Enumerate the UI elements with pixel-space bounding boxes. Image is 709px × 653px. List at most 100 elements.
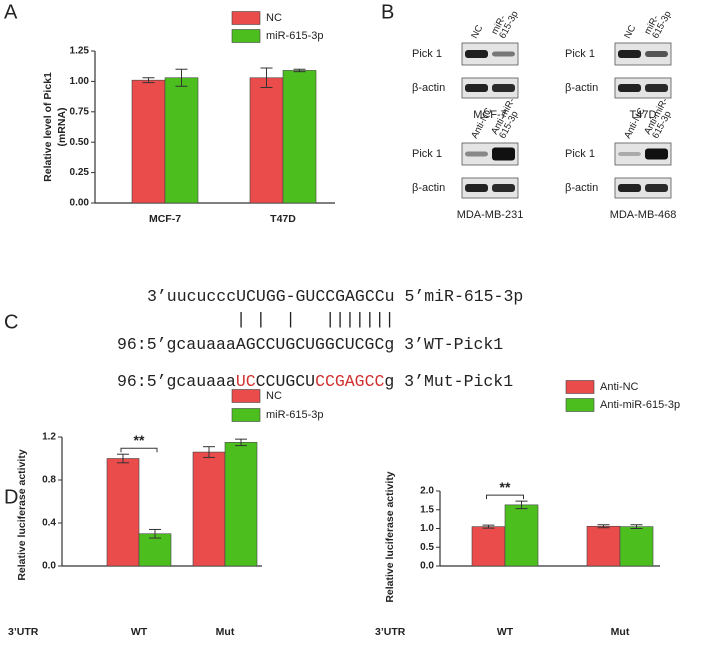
- y-axis-label: Relative luciferase activity: [16, 449, 28, 580]
- y-tick-label: 0.5: [420, 542, 434, 553]
- blot-membrane: [614, 42, 672, 66]
- panel-label: A: [4, 1, 18, 23]
- y-tick-label: 0.00: [70, 198, 90, 209]
- error-bar: [515, 500, 528, 510]
- legend-label: miR-615-3p: [266, 30, 323, 42]
- blot-band: [645, 84, 668, 92]
- blot-membrane: [461, 177, 519, 199]
- significance-bracket: [120, 447, 158, 453]
- blot-band: [618, 152, 641, 156]
- legend-label: miR-615-3p: [266, 409, 323, 421]
- cell-line-label: MDA-MB-468: [610, 209, 677, 221]
- blot-band: [645, 51, 668, 57]
- blot-band: [618, 50, 641, 58]
- lane-label: Anti-NC: [622, 106, 647, 141]
- y-axis-label: (mRNA): [56, 107, 68, 146]
- panel-label: B: [381, 1, 394, 23]
- blot-membrane: [614, 177, 672, 199]
- error-bar: [260, 67, 273, 88]
- cell-line-label: MDA-MB-231: [457, 209, 524, 221]
- x-tick-label: Mut: [216, 626, 235, 638]
- blot-band: [645, 184, 668, 192]
- sequence-text: 96:5’gcauaaaAGCCUGCUGGCUCGCg 3’WT-Pick1: [117, 335, 504, 354]
- bar: [619, 526, 654, 567]
- blot-band: [465, 50, 488, 58]
- bar: [131, 79, 166, 204]
- y-tick-label: 0.50: [70, 137, 90, 148]
- mutated-bases: UC: [235, 372, 256, 391]
- blot-band: [492, 147, 515, 161]
- row-label: β-actin: [565, 182, 598, 194]
- y-axis-label: Relative luciferase activity: [384, 471, 396, 602]
- row-label: Pick 1: [565, 148, 595, 160]
- row-label: β-actin: [412, 82, 445, 94]
- legend-label: Anti-NC: [600, 381, 639, 393]
- y-tick-label: 1.5: [420, 504, 434, 515]
- y-tick-label: 1.00: [70, 76, 90, 87]
- blot-band: [645, 148, 668, 160]
- error-bar: [149, 528, 161, 539]
- legend-swatch: [565, 380, 595, 394]
- sequence-line: 3’uucucccUCUGG-GUCCGAGCCu 5’miR-615-3p: [147, 287, 523, 307]
- significance-label: **: [500, 479, 511, 495]
- x-axis-label: 3’UTR: [375, 626, 406, 638]
- cell-line-label: T47D: [630, 109, 657, 121]
- bar: [282, 70, 317, 204]
- significance-label: **: [134, 432, 145, 448]
- bar: [138, 533, 172, 567]
- mutated-bases: CCGAGCC: [315, 372, 385, 391]
- x-axis-label: 3’UTR: [8, 626, 39, 638]
- error-bar: [175, 68, 188, 87]
- y-tick-label: 2.0: [420, 486, 434, 497]
- blot-band: [492, 184, 515, 192]
- x-tick-label: Mut: [611, 626, 630, 638]
- x-tick-label: WT: [497, 626, 514, 638]
- legend-label: NC: [266, 12, 282, 24]
- blot-band: [618, 84, 641, 92]
- x-tick-label: T47D: [270, 213, 296, 225]
- lane-label: NC: [622, 23, 638, 40]
- error-bar: [630, 524, 643, 529]
- cell-line-label: MCF-7: [473, 109, 507, 121]
- bar: [224, 442, 258, 567]
- blot-band: [618, 184, 641, 192]
- error-bar: [597, 524, 610, 529]
- significance-bracket: [486, 494, 524, 500]
- y-tick-label: 1.2: [42, 432, 56, 443]
- legend-swatch: [231, 389, 261, 403]
- row-label: Pick 1: [412, 48, 442, 60]
- legend-label: NC: [266, 390, 282, 402]
- bar: [504, 504, 539, 567]
- sequence-text: 96:5’gcauaaa: [117, 372, 236, 391]
- error-bar: [293, 68, 306, 73]
- sequence-text: | | | |||||||: [147, 310, 395, 329]
- row-label: β-actin: [565, 82, 598, 94]
- legend-swatch: [231, 29, 261, 43]
- sequence-text: g 3’Mut-Pick1: [384, 372, 514, 391]
- blot-membrane: [461, 42, 519, 66]
- panel-label: D: [4, 486, 18, 508]
- y-tick-label: 0.4: [42, 518, 56, 529]
- sequence-line: | | | |||||||: [147, 310, 395, 330]
- sequence-line: 96:5’gcauaaaUCCCUGCUCCGAGCCg 3’Mut-Pick1: [117, 372, 513, 392]
- error-bar: [203, 446, 215, 458]
- error-bar: [482, 524, 495, 529]
- x-tick-label: WT: [131, 626, 148, 638]
- y-tick-label: 0.75: [70, 106, 90, 117]
- error-bar: [235, 438, 247, 447]
- sequence-text: CCUGCU: [255, 372, 316, 391]
- blot-band: [465, 84, 488, 92]
- blot-membrane: [614, 77, 672, 99]
- blot-band: [492, 84, 515, 92]
- legend-label: Anti-miR-615-3p: [600, 399, 680, 411]
- y-tick-label: 0.8: [42, 475, 56, 486]
- x-tick-label: MCF-7: [149, 213, 181, 225]
- bar: [471, 526, 506, 567]
- row-label: Pick 1: [565, 48, 595, 60]
- y-tick-label: 0.0: [420, 561, 434, 572]
- sequence-text: 3’uucucccUCUGG-GUCCGAGCCu 5’miR-615-3p: [147, 287, 524, 306]
- y-tick-label: 0.0: [42, 561, 56, 572]
- y-tick-label: 0.25: [70, 167, 90, 178]
- blot-membrane: [461, 77, 519, 99]
